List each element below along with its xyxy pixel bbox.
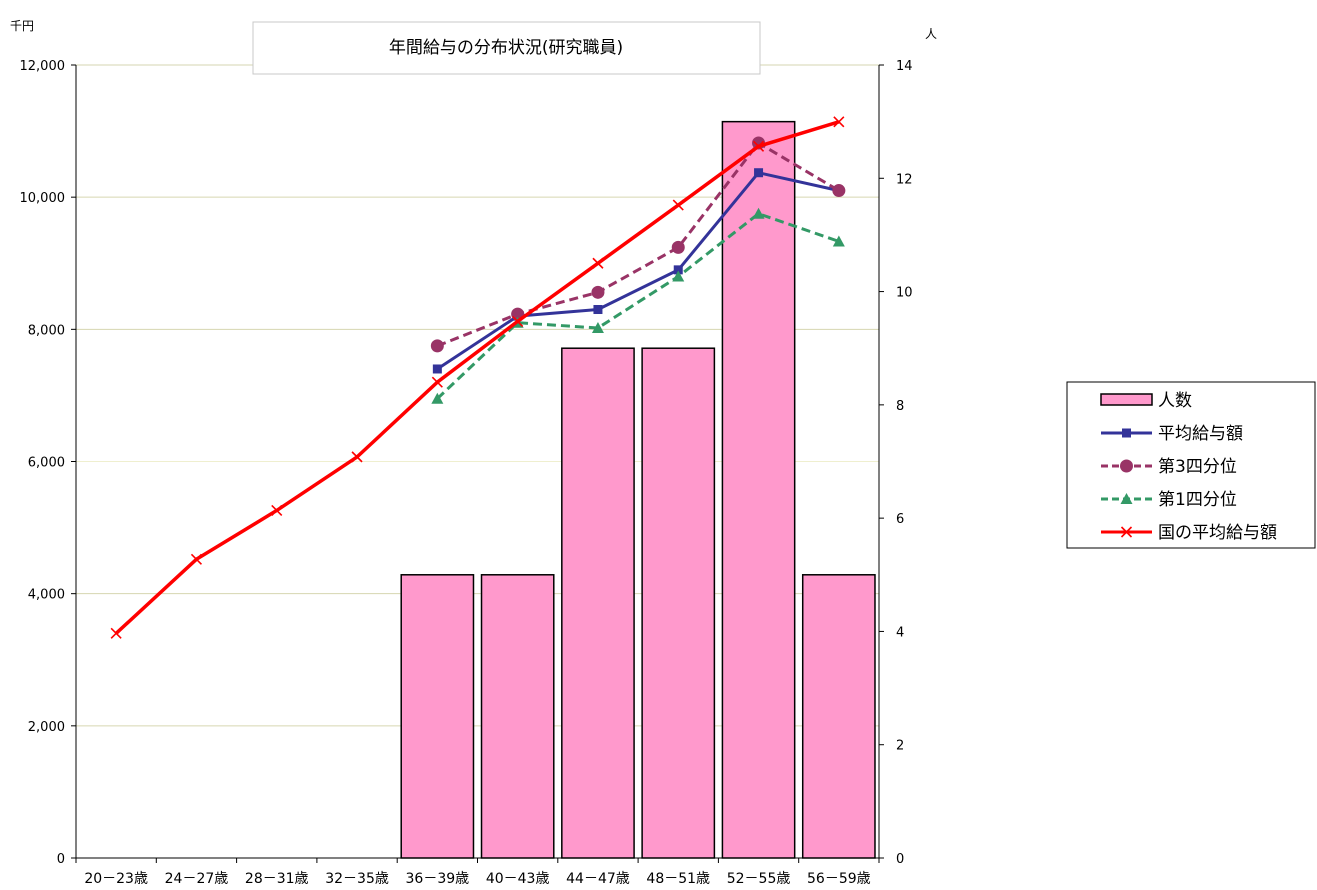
left-axis-unit: 千円 <box>10 19 34 33</box>
right-tick-label: 10 <box>896 286 913 301</box>
right-tick-label: 14 <box>896 59 913 74</box>
bar-headcount-5 <box>400 574 475 859</box>
chart-title-box: 年間給与の分布状況(研究職員) <box>252 21 761 75</box>
x-tick-label: 36－39歳 <box>406 871 470 887</box>
left-tick-label: 10,000 <box>20 191 66 206</box>
point-triangle <box>431 392 444 404</box>
point-triangle <box>672 270 685 282</box>
point-triangle <box>752 207 765 219</box>
legend-label: 第3四分位 <box>1158 457 1237 477</box>
x-tick-label: 24－27歳 <box>165 871 229 887</box>
legend-box <box>1066 381 1316 549</box>
line-series-2 <box>436 141 840 348</box>
left-tick-label: 0 <box>57 852 65 867</box>
x-tick-label: 56－59歳 <box>807 871 871 887</box>
x-tick-label: 20－23歳 <box>84 871 148 887</box>
right-tick-label: 2 <box>896 739 904 754</box>
point-x <box>592 257 604 269</box>
legend-label: 国の平均給与額 <box>1158 523 1277 543</box>
point-x <box>351 451 363 463</box>
bar-headcount-10 <box>801 574 876 859</box>
legend-label: 人数 <box>1158 391 1192 411</box>
bar-headcount-8 <box>641 347 716 859</box>
x-tick-label: 52－55歳 <box>727 871 791 887</box>
legend-swatch-bar <box>1100 393 1153 406</box>
point-square <box>754 168 764 178</box>
point-triangle <box>832 235 845 247</box>
bar-headcount-7 <box>561 347 635 859</box>
right-tick-label: 6 <box>896 512 904 527</box>
chart-title: 年間給与の分布状況(研究職員) <box>389 38 623 58</box>
bar-series-headcount <box>400 120 876 859</box>
line-series <box>110 116 846 639</box>
tick-labels: 0 2,000 4,000 6,000 8,000 10,000 12,000 0 2 4 6 8 10… <box>20 59 913 887</box>
point-x <box>431 376 443 388</box>
axes <box>71 64 884 863</box>
legend-marker <box>1120 526 1133 538</box>
left-tick-label: 4,000 <box>28 588 65 603</box>
left-tick-label: 12,000 <box>20 59 66 74</box>
point-circle <box>591 285 605 299</box>
point-x <box>833 116 845 128</box>
left-tick-label: 6,000 <box>28 456 65 471</box>
right-tick-label: 8 <box>896 399 904 414</box>
x-tick-label: 40－43歳 <box>486 871 550 887</box>
x-tick-label: 44－47歳 <box>566 871 630 887</box>
right-tick-label: 4 <box>896 625 904 640</box>
left-tick-label: 2,000 <box>28 720 65 735</box>
point-square <box>593 305 603 315</box>
right-axis-unit: 人 <box>925 27 937 41</box>
line-series-3 <box>436 212 840 400</box>
right-tick-label: 12 <box>896 172 913 187</box>
x-tick-label: 32－35歳 <box>325 871 389 887</box>
point-circle <box>832 184 846 198</box>
line-series-4 <box>115 120 840 635</box>
point-square <box>673 265 683 275</box>
left-tick-label: 8,000 <box>28 323 65 338</box>
point-square <box>432 364 442 374</box>
bar-headcount-9 <box>721 120 796 859</box>
point-circle <box>430 339 444 353</box>
legend-marker <box>1120 459 1133 473</box>
bar-headcount-6 <box>480 574 555 859</box>
point-triangle <box>591 322 604 334</box>
legend-label: 第1四分位 <box>1158 490 1237 510</box>
point-x <box>672 199 684 211</box>
point-x <box>512 315 524 327</box>
point-x <box>271 504 283 516</box>
line-series-1 <box>436 171 840 371</box>
legend-marker <box>1122 428 1131 438</box>
point-x <box>110 627 122 639</box>
right-tick-label: 0 <box>896 852 904 867</box>
x-tick-label: 28－31歳 <box>245 871 309 887</box>
point-x <box>752 140 765 152</box>
point-circle <box>671 240 685 254</box>
legend-marker <box>1120 493 1133 504</box>
legend-label: 平均給与額 <box>1158 424 1243 444</box>
x-tick-label: 48－51歳 <box>646 871 710 887</box>
point-x <box>190 553 203 565</box>
